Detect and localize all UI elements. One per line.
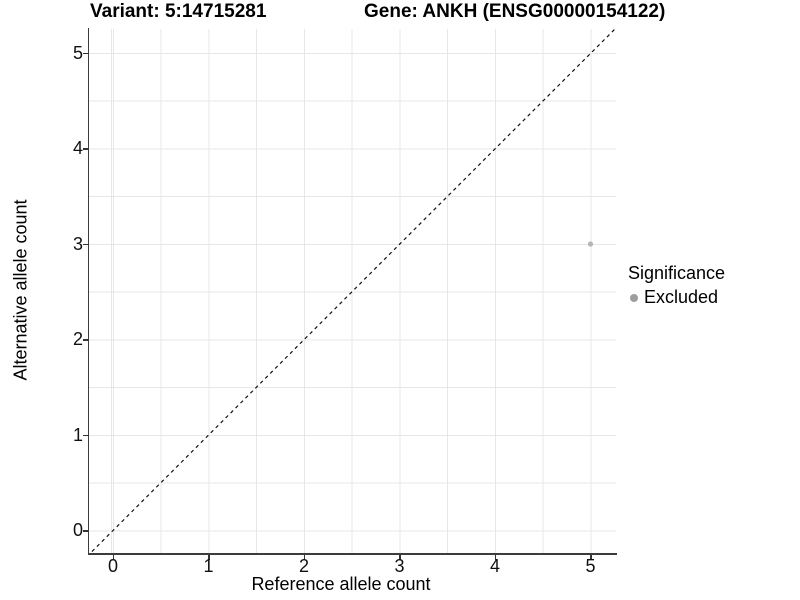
legend-item-label: Excluded <box>644 287 719 307</box>
y-tick <box>83 243 88 245</box>
x-tick <box>112 554 114 560</box>
x-tick-label: 2 <box>298 556 309 576</box>
legend-item-excluded: Excluded <box>628 287 725 308</box>
y-tick <box>83 52 88 54</box>
y-axis-line <box>87 28 89 555</box>
y-tick-label: 4 <box>72 138 83 158</box>
x-tick <box>590 554 592 560</box>
x-tick <box>208 554 210 560</box>
y-tick <box>83 530 88 532</box>
plot-panel <box>89 29 616 554</box>
y-tick <box>83 339 88 341</box>
y-axis-title: Alternative allele count <box>10 199 31 381</box>
x-tick-label: 5 <box>585 556 596 576</box>
legend-title: Significance <box>628 263 726 283</box>
x-tick <box>303 554 305 560</box>
excluded-point-icon <box>630 293 638 302</box>
y-tick <box>83 148 88 150</box>
x-tick-label: 4 <box>489 556 500 576</box>
gene-title: Gene: ANKH (ENSG00000154122) <box>364 1 666 22</box>
x-tick <box>494 554 496 560</box>
variant-title: Variant: 5:14715281 <box>90 1 267 22</box>
plot-points-layer <box>89 29 616 554</box>
legend: Significance Excluded <box>628 263 725 308</box>
identity-line <box>89 29 616 554</box>
y-tick <box>83 434 88 436</box>
x-tick-label: 3 <box>394 556 405 576</box>
y-tick-label: 0 <box>72 520 83 540</box>
x-axis-line <box>87 553 617 555</box>
y-tick-label: 3 <box>72 233 83 254</box>
x-tick-label: 1 <box>203 556 214 576</box>
y-tick-label: 2 <box>72 329 83 349</box>
x-axis-title: Reference allele count <box>251 574 431 594</box>
data-point <box>587 241 594 247</box>
x-tick <box>399 554 401 560</box>
y-tick-label: 1 <box>72 424 83 445</box>
x-tick-label: 0 <box>107 556 118 576</box>
y-tick-label: 5 <box>72 42 83 63</box>
